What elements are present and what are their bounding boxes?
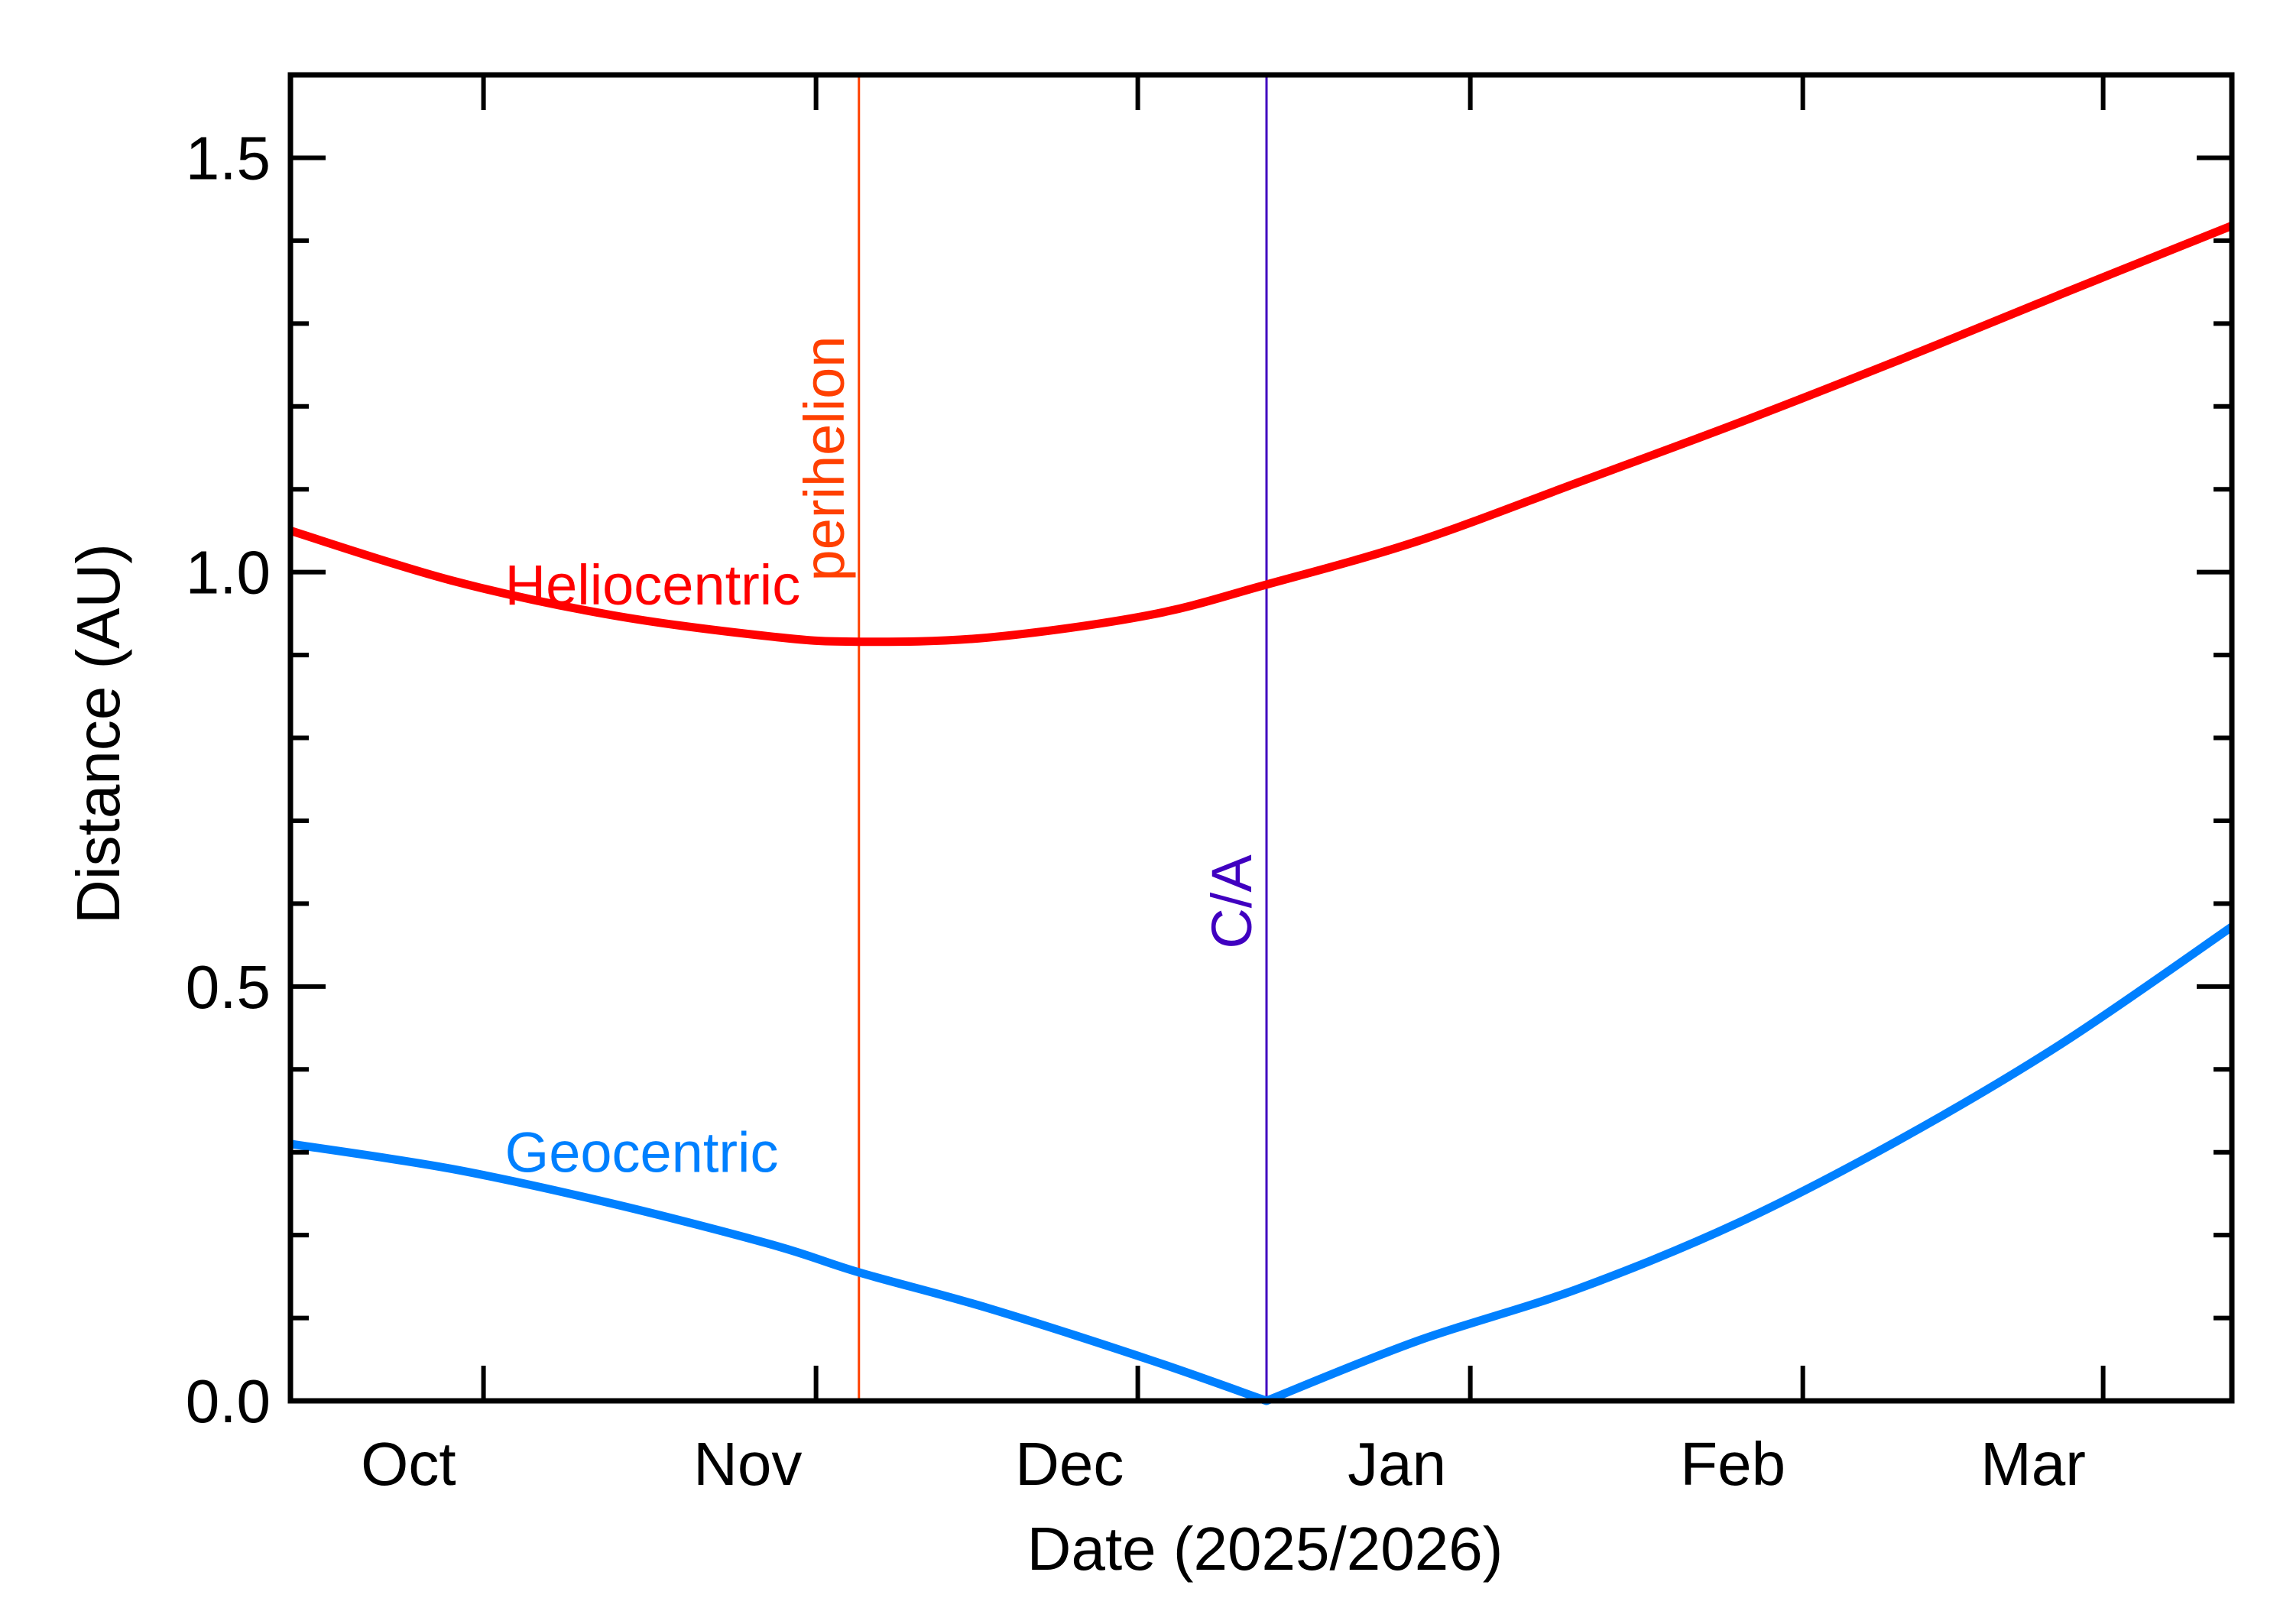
x-tick-label: Nov (693, 1430, 802, 1498)
x-axis-title: Date (2025/2026) (1027, 1515, 1503, 1583)
x-tick-label: Dec (1015, 1430, 1124, 1498)
y-tick-label: 1.5 (186, 124, 271, 192)
series-line-geocentric (290, 923, 2235, 1405)
x-tick-label: Feb (1680, 1430, 1785, 1498)
series-line-heliocentric (289, 222, 2234, 647)
y-tick-label: 0.0 (186, 1367, 271, 1435)
annotation-label-perihelion: perihelion (793, 336, 856, 582)
series-label-heliocentric: Heliocentric (505, 553, 801, 617)
plot-area: Heliocentric Geocentric perihelion C/A 0.0 0.… (186, 72, 2235, 1498)
x-tick-label: Oct (361, 1430, 456, 1498)
plot-frame (287, 72, 2235, 1404)
x-tick-label: Mar (1980, 1430, 2086, 1498)
series-label-geocentric: Geocentric (505, 1121, 779, 1185)
annotation-label-ca: C/A (1200, 854, 1263, 949)
y-tick-label: 0.5 (186, 953, 271, 1021)
y-axis-title: Distance (AU) (64, 543, 132, 924)
y-tick-label: 1.0 (186, 539, 271, 607)
x-tick-label: Jan (1348, 1430, 1446, 1498)
